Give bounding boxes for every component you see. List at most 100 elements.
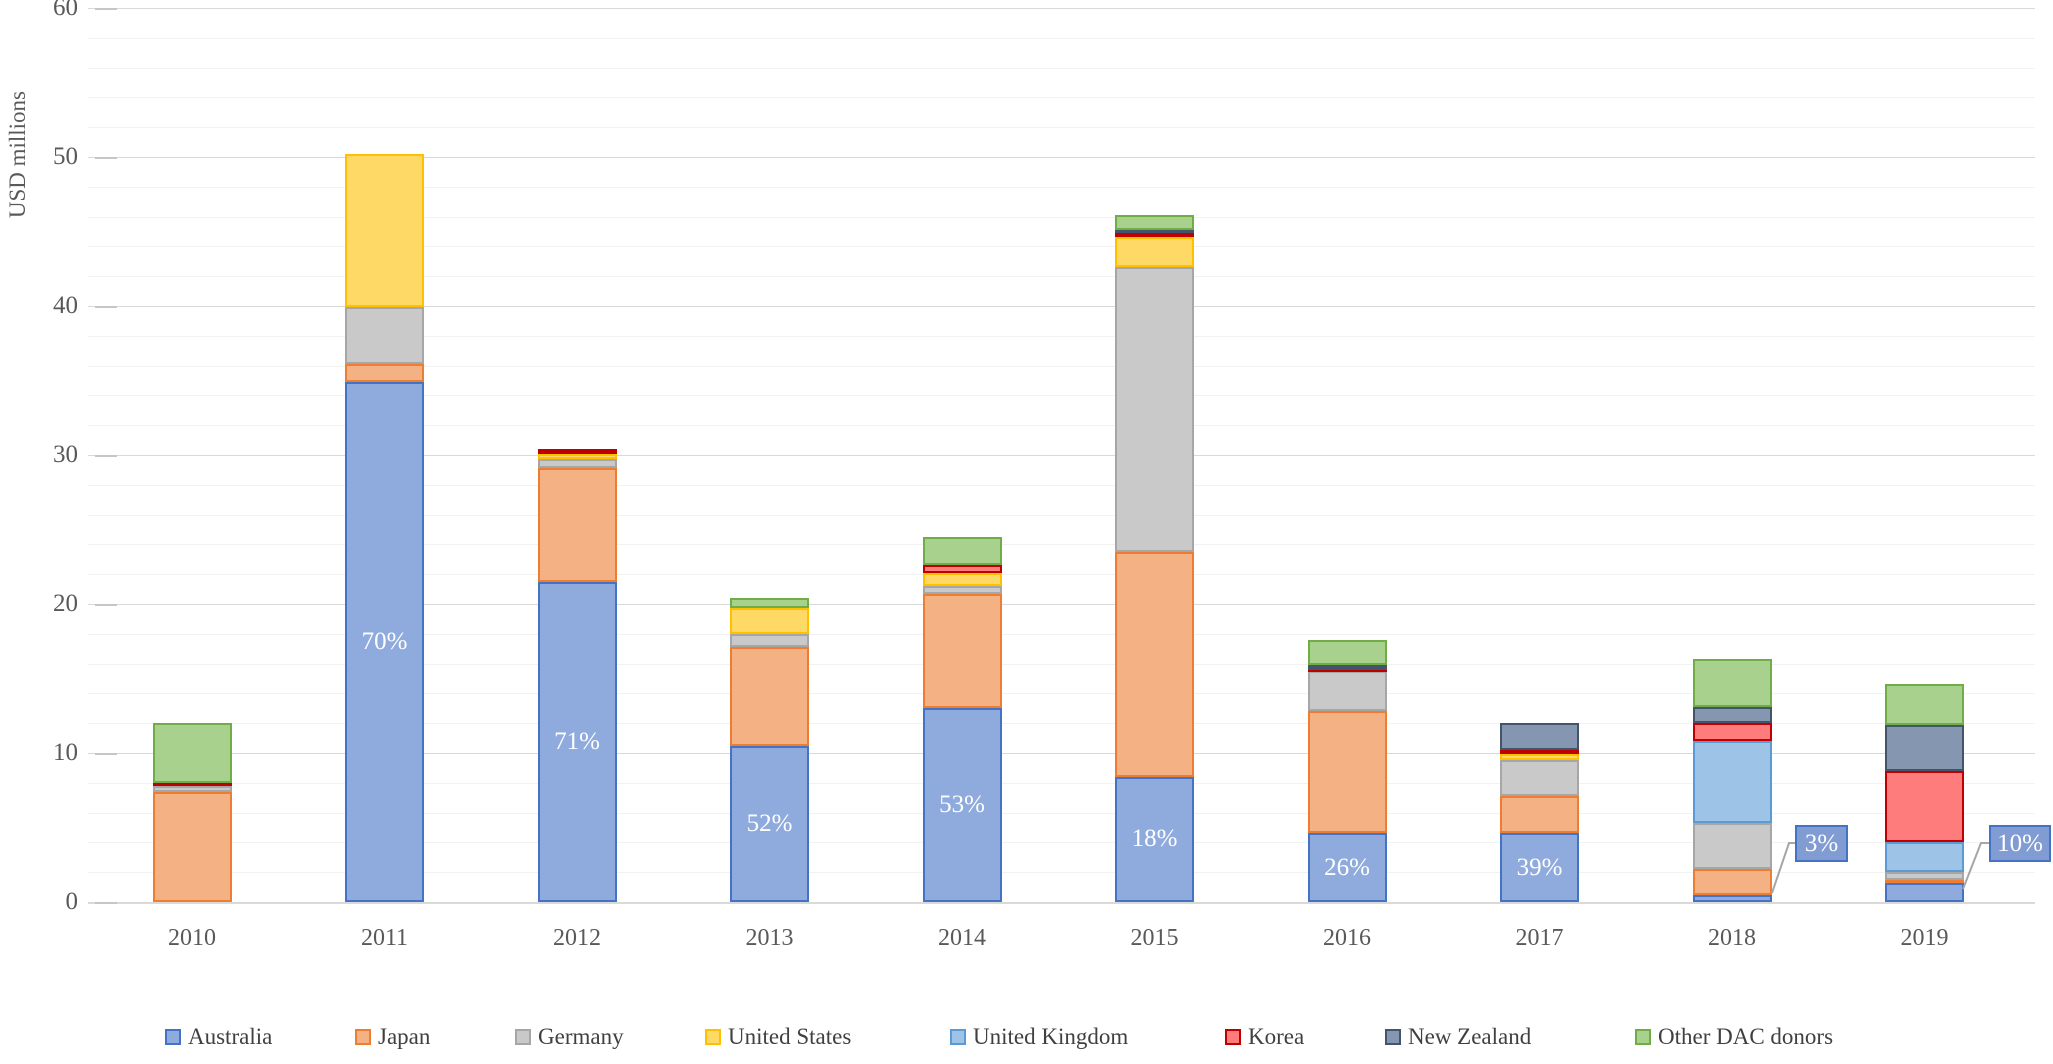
bar-segment-other-dac-donors-2013[interactable] — [730, 598, 809, 609]
minor-gridline — [88, 514, 2035, 516]
legend-item-new-zealand[interactable]: New Zealand — [1385, 1024, 1531, 1050]
bar-segment-united-kingdom-2019[interactable] — [1885, 842, 1964, 873]
bar-segment-germany-2016[interactable] — [1307, 671, 1387, 712]
bar-segment-united-states-2013[interactable] — [730, 608, 809, 634]
bar-segment-germany-2014[interactable] — [922, 586, 1002, 594]
bar-segment-united-states-2015[interactable] — [1115, 237, 1194, 268]
bar-segment-australia-2018[interactable] — [1692, 894, 1772, 902]
bar-segment-united-states-2011[interactable] — [345, 154, 424, 308]
bar-segment-japan-2012[interactable] — [537, 468, 617, 582]
bar-segment-japan-2019[interactable] — [1885, 879, 1964, 883]
bar-segment-australia-2013[interactable] — [730, 745, 809, 902]
callout-box-2019[interactable]: 10% — [1989, 825, 2051, 862]
percent-label: 26% — [1324, 853, 1370, 881]
bar-segment-other-dac-donors-2014[interactable] — [922, 536, 1002, 566]
bar-segment-australia-2012[interactable] — [537, 581, 617, 902]
minor-gridline — [88, 395, 2035, 397]
bar-segment-germany-2011[interactable] — [345, 307, 424, 365]
y-tick-label: 10 — [53, 739, 78, 766]
bar-segment-new-zealand-2018[interactable] — [1692, 706, 1772, 724]
bar-segment-united-kingdom-2018[interactable] — [1692, 741, 1772, 824]
bar-segment-korea-2017[interactable] — [1500, 750, 1579, 755]
bar-segment-united-states-2012[interactable] — [537, 453, 617, 460]
bar-segment-australia-2016[interactable] — [1307, 833, 1387, 902]
legend-item-united-kingdom[interactable]: United Kingdom — [950, 1024, 1128, 1050]
x-category-label: 2017 — [1515, 925, 1564, 951]
minor-gridline — [88, 67, 2035, 69]
legend-item-korea[interactable]: Korea — [1225, 1024, 1304, 1050]
bar-segment-new-zealand-2017[interactable] — [1500, 723, 1579, 750]
bar-segment-australia-2015[interactable] — [1115, 776, 1194, 902]
legend-swatch — [950, 1029, 966, 1045]
legend-item-germany[interactable]: Germany — [515, 1024, 624, 1050]
bar-segment-japan-2011[interactable] — [345, 364, 424, 382]
y-axis-tick — [95, 604, 117, 606]
bar-segment-korea-2012[interactable] — [537, 449, 617, 454]
bar-segment-korea-2019[interactable] — [1885, 770, 1964, 843]
bar-segment-japan-2016[interactable] — [1307, 711, 1387, 834]
x-category-label: 2011 — [360, 925, 409, 951]
legend-label: Japan — [378, 1024, 431, 1049]
bar-segment-germany-2010[interactable] — [152, 785, 232, 792]
bar-segment-other-dac-donors-2010[interactable] — [152, 723, 232, 783]
bar-segment-australia-2017[interactable] — [1500, 833, 1579, 902]
x-category-label: 2015 — [1130, 925, 1179, 951]
legend-item-other-dac-donors[interactable]: Other DAC donors — [1635, 1024, 1833, 1050]
bar-segment-other-dac-donors-2015[interactable] — [1115, 215, 1194, 230]
bar-segment-australia-2011[interactable] — [345, 381, 424, 902]
bar-segment-germany-2013[interactable] — [730, 633, 809, 648]
minor-gridline — [88, 812, 2035, 814]
y-tick-label: 20 — [53, 590, 78, 617]
x-category-label: 2014 — [938, 925, 986, 951]
bar-segment-japan-2015[interactable] — [1115, 551, 1194, 777]
bar-segment-new-zealand-2016[interactable] — [1307, 665, 1387, 670]
minor-gridline — [88, 216, 2035, 218]
legend-label: United Kingdom — [973, 1024, 1129, 1049]
bar-segment-korea-2010[interactable] — [152, 782, 232, 786]
bar-segment-united-states-2017[interactable] — [1500, 754, 1579, 761]
bar-segment-germany-2012[interactable] — [537, 459, 617, 469]
bar-segment-new-zealand-2019[interactable] — [1885, 724, 1964, 771]
bar-segment-korea-2015[interactable] — [1115, 232, 1194, 238]
x-category-label: 2018 — [1708, 925, 1756, 951]
bar-segment-germany-2017[interactable] — [1500, 760, 1579, 797]
bar-segment-other-dac-donors-2018[interactable] — [1692, 659, 1772, 707]
legend-label: Korea — [1248, 1024, 1305, 1049]
bar-segment-australia-2014[interactable] — [922, 708, 1002, 902]
x-axis-line — [88, 902, 2035, 904]
bar-segment-korea-2016[interactable] — [1307, 669, 1387, 673]
bar-segment-japan-2017[interactable] — [1500, 796, 1579, 834]
legend-item-australia[interactable]: Australia — [165, 1024, 272, 1050]
minor-gridline — [88, 425, 2035, 427]
bar-segment-korea-2018[interactable] — [1692, 723, 1772, 742]
legend-item-united-states[interactable]: United States — [705, 1024, 851, 1050]
y-axis-tick — [95, 306, 117, 308]
x-category-label: 2012 — [553, 925, 601, 951]
y-tick-label: 40 — [53, 292, 78, 319]
bar-segment-japan-2014[interactable] — [922, 593, 1002, 709]
percent-label: 70% — [361, 627, 408, 655]
legend-swatch — [1635, 1029, 1651, 1045]
major-gridline — [88, 753, 2035, 754]
minor-gridline — [88, 127, 2035, 129]
percent-label: 52% — [746, 809, 793, 837]
bar-segment-united-states-2014[interactable] — [922, 572, 1002, 587]
bar-segment-australia-2019[interactable] — [1885, 882, 1964, 902]
bar-segment-new-zealand-2015[interactable] — [1115, 230, 1194, 233]
bar-segment-korea-2014[interactable] — [922, 565, 1002, 573]
minor-gridline — [88, 663, 2035, 665]
major-gridline — [88, 157, 2035, 158]
major-gridline — [88, 604, 2035, 605]
minor-gridline — [88, 782, 2035, 784]
bar-segment-germany-2018[interactable] — [1692, 823, 1772, 870]
bar-segment-japan-2010[interactable] — [152, 791, 232, 902]
bar-segment-other-dac-donors-2019[interactable] — [1885, 684, 1964, 725]
legend-item-japan[interactable]: Japan — [355, 1024, 430, 1050]
bar-segment-germany-2019[interactable] — [1885, 872, 1964, 880]
legend-swatch — [515, 1029, 531, 1045]
bar-segment-germany-2015[interactable] — [1115, 267, 1194, 552]
callout-box-2018[interactable]: 3% — [1795, 825, 1848, 862]
bar-segment-japan-2013[interactable] — [730, 647, 809, 746]
bar-segment-other-dac-donors-2016[interactable] — [1307, 639, 1387, 666]
bar-segment-japan-2018[interactable] — [1692, 869, 1772, 895]
